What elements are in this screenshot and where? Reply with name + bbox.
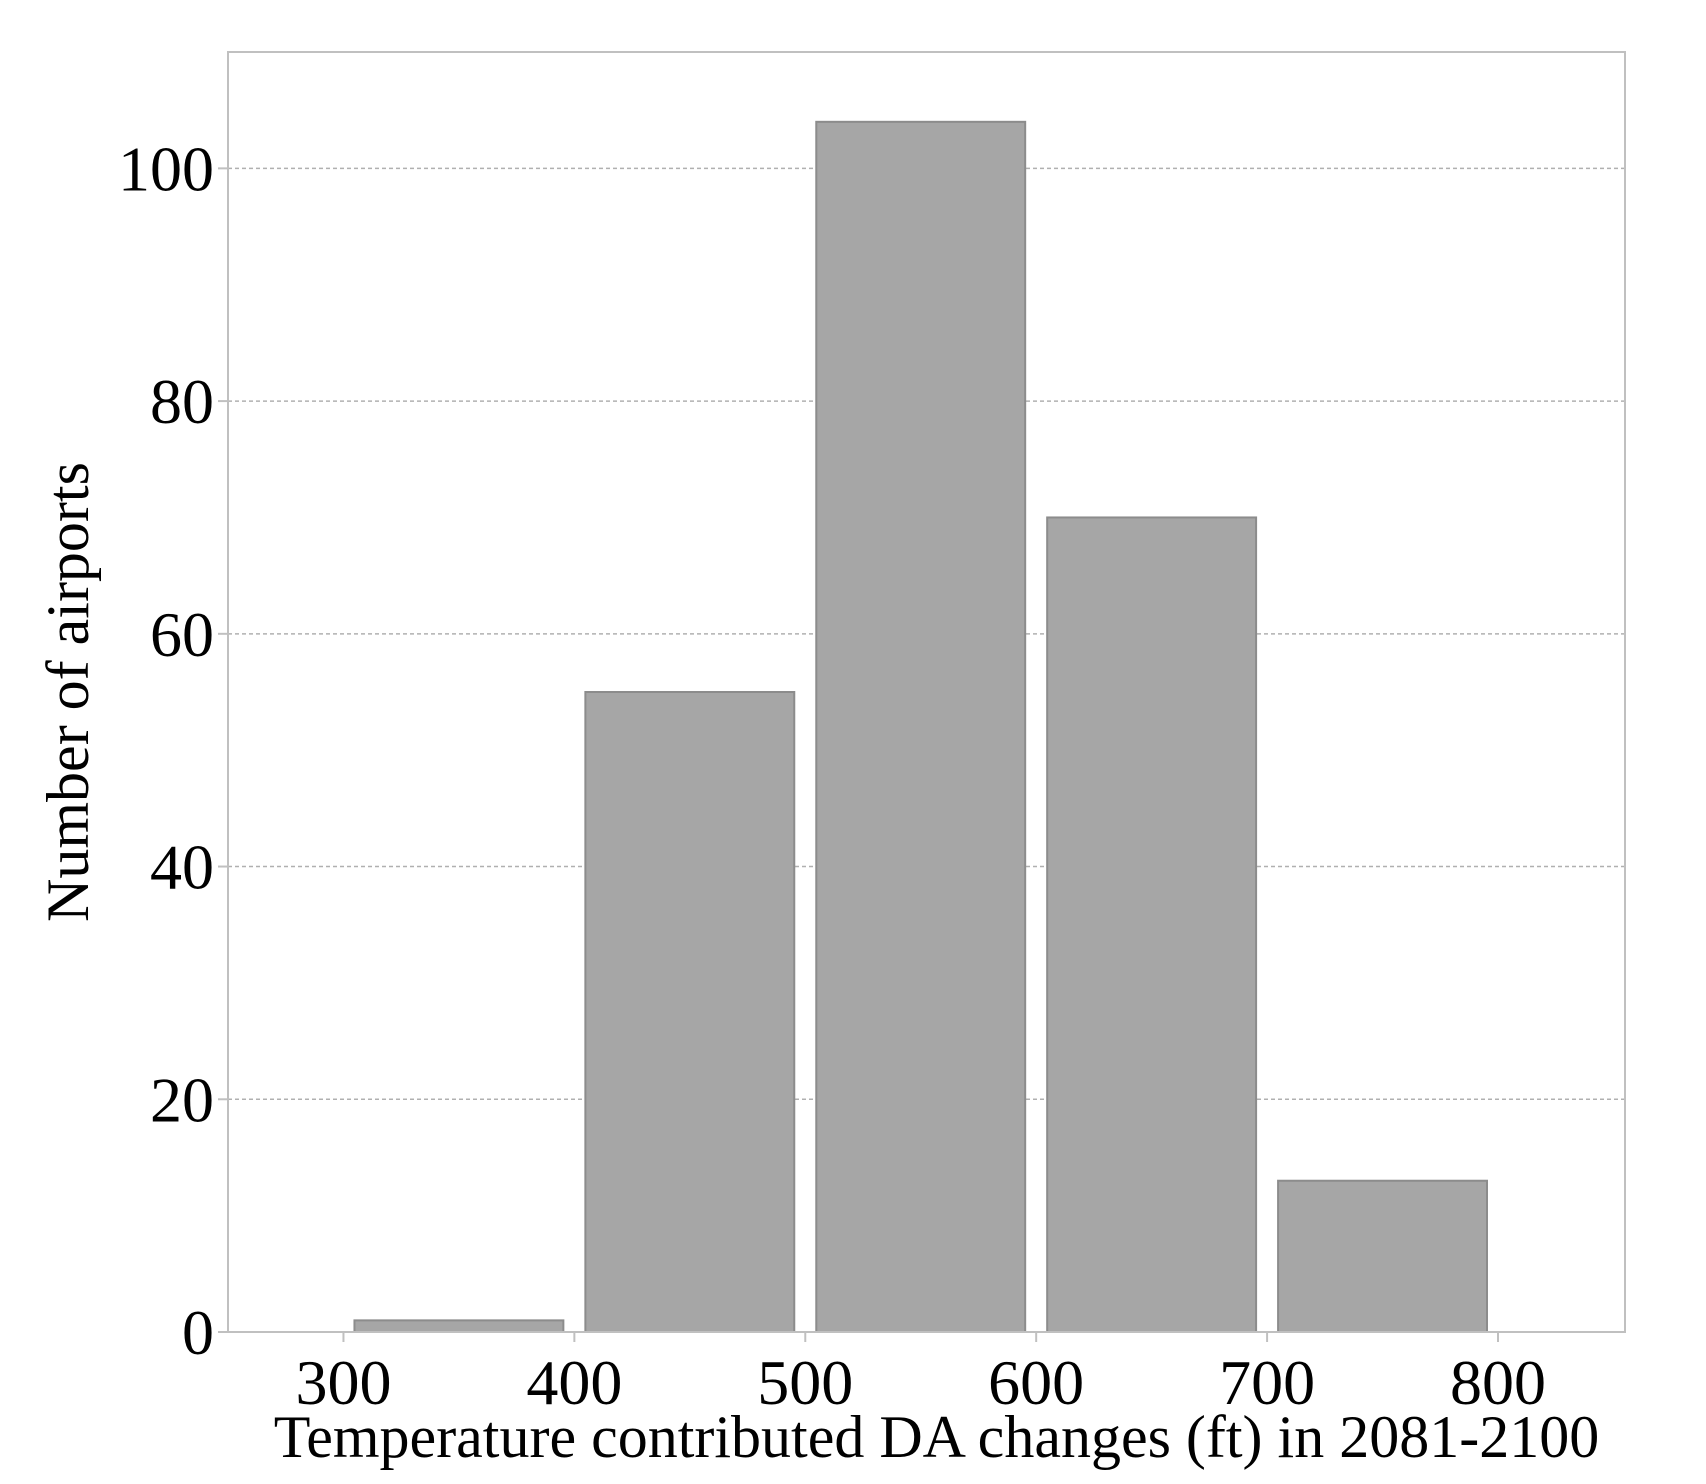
bar-300-400 [353,1319,565,1334]
x-tick-label-600: 600 [988,1347,1084,1418]
bar-500-600 [815,120,1027,1333]
gridlines [228,167,1625,1101]
x-tick-label-800: 800 [1450,1347,1546,1418]
y-tick-label-100: 100 [118,133,214,204]
y-tick-label-0: 0 [182,1297,214,1368]
axis-ticks: 300 400 500 600 700 800 0 20 40 60 80 100 [118,133,1546,1418]
x-tick-label-700: 700 [1219,1347,1315,1418]
y-axis-title: Number of airports [35,462,101,922]
y-tick-label-60: 60 [150,599,214,670]
bar-700-800 [1277,1179,1489,1334]
bars [353,120,1489,1334]
bar-400-500 [584,691,796,1333]
x-tick-label-400: 400 [526,1347,622,1418]
y-tick-label-20: 20 [150,1064,214,1135]
plot-frame [227,51,1626,1333]
y-tick-label-40: 40 [150,832,214,903]
x-axis-title: Temperature contributed DA changes (ft) … [274,1404,1599,1470]
y-tick-label-80: 80 [150,366,214,437]
x-tick-label-300: 300 [295,1347,391,1418]
x-tick-label-500: 500 [757,1347,853,1418]
bar-600-700 [1046,516,1258,1333]
